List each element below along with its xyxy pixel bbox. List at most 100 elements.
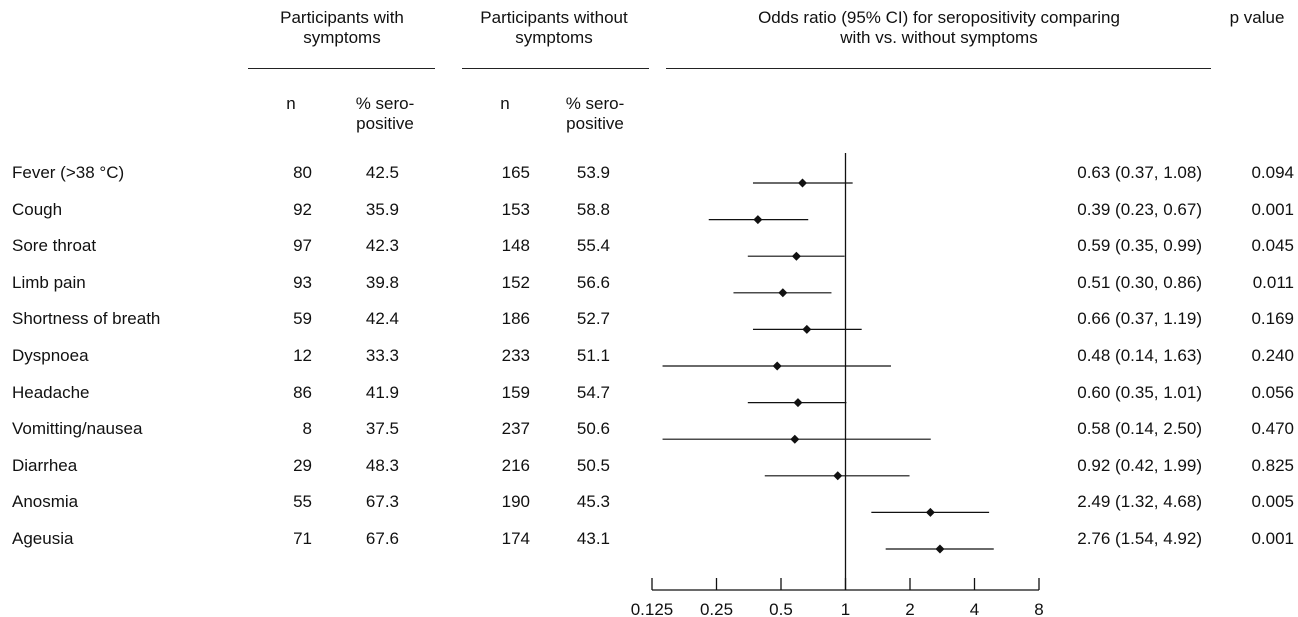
cell-pct-without: 51.1 [576, 346, 610, 365]
point-estimate [833, 471, 843, 481]
x-tick-label: 0.5 [769, 600, 793, 617]
x-tick-label: 4 [970, 600, 979, 617]
cell-n-with: 92 [293, 200, 312, 219]
cell-n-without: 159 [501, 383, 530, 402]
row-label: Diarrhea [12, 456, 78, 475]
x-tick-label: 2 [905, 600, 914, 617]
cell-pct-with: 67.6 [365, 529, 399, 548]
cell-p-value: 0.011 [1252, 273, 1294, 292]
point-estimate [793, 398, 803, 408]
cell-n-without: 190 [501, 492, 530, 511]
header-without-symptoms: Participants without symptoms [462, 8, 646, 48]
cell-odds-ratio-ci: 2.76 (1.54, 4.92) [1077, 529, 1202, 548]
row-label: Fever (>38 °C) [12, 163, 125, 182]
row-label: Sore throat [12, 236, 97, 255]
header-with-symptoms-line1: Participants with [280, 8, 404, 27]
cell-pct-with: 42.4 [365, 309, 399, 328]
row-label: Limb pain [12, 273, 86, 292]
point-estimate [753, 215, 763, 225]
row-label: Vomitting/nausea [12, 419, 143, 438]
cell-pct-without: 52.7 [576, 309, 610, 328]
x-tick-label: 1 [841, 600, 850, 617]
cell-n-without: 186 [501, 309, 530, 328]
cell-pct-with: 37.5 [365, 419, 399, 438]
cell-odds-ratio-ci: 0.63 (0.37, 1.08) [1077, 163, 1202, 182]
cell-p-value: 0.045 [1251, 236, 1294, 255]
header-with-symptoms-line2: symptoms [303, 28, 381, 47]
cell-pct-with: 33.3 [365, 346, 399, 365]
row-label: Anosmia [12, 492, 79, 511]
cell-pct-with: 35.9 [365, 200, 399, 219]
subheader-n-with: n [286, 94, 296, 113]
cell-pct-with: 42.5 [365, 163, 399, 182]
x-tick-label: 0.25 [700, 600, 733, 617]
cell-odds-ratio-ci: 2.49 (1.32, 4.68) [1077, 492, 1202, 511]
cell-n-with: 86 [293, 383, 312, 402]
subheader-n-without: n [500, 94, 510, 113]
cell-n-with: 97 [293, 236, 312, 255]
cell-p-value: 0.169 [1251, 309, 1294, 328]
cell-n-without: 152 [501, 273, 530, 292]
cell-n-with: 59 [293, 309, 312, 328]
cell-n-without: 174 [501, 529, 530, 548]
cell-p-value: 0.470 [1251, 419, 1294, 438]
cell-pct-with: 42.3 [365, 236, 399, 255]
cell-odds-ratio-ci: 0.66 (0.37, 1.19) [1077, 309, 1202, 328]
cell-pct-without: 54.7 [576, 383, 610, 402]
cell-n-without: 237 [501, 419, 530, 438]
header-without-symptoms-line2: symptoms [515, 28, 593, 47]
x-tick-label: 0.125 [631, 600, 674, 617]
header-p-value: p value [1229, 8, 1285, 27]
cell-pct-without: 45.3 [576, 492, 610, 511]
cell-n-with: 12 [293, 346, 312, 365]
cell-n-with: 29 [293, 456, 312, 475]
cell-pct-without: 56.6 [576, 273, 610, 292]
rule-without-symptoms [462, 68, 649, 69]
point-estimate [772, 361, 782, 371]
cell-p-value: 0.001 [1251, 529, 1294, 548]
cell-pct-with: 67.3 [365, 492, 399, 511]
point-estimate [935, 544, 945, 554]
cell-n-without: 165 [501, 163, 530, 182]
cell-pct-with: 39.8 [365, 273, 399, 292]
cell-odds-ratio-ci: 0.92 (0.42, 1.99) [1077, 456, 1202, 475]
row-label: Ageusia [12, 529, 74, 548]
cell-n-without: 148 [501, 236, 530, 255]
cell-odds-ratio-ci: 0.60 (0.35, 1.01) [1077, 383, 1202, 402]
point-estimate [790, 434, 800, 444]
header-odds-ratio-line2: with vs. without symptoms [840, 28, 1038, 47]
cell-p-value: 0.240 [1251, 346, 1294, 365]
cell-n-with: 93 [293, 273, 312, 292]
cell-n-with: 80 [293, 163, 312, 182]
rule-with-symptoms [248, 68, 435, 69]
header-odds-ratio: Odds ratio (95% CI) for seropositivity c… [666, 8, 1212, 48]
header-odds-ratio-line1: Odds ratio (95% CI) for seropositivity c… [758, 8, 1120, 27]
cell-odds-ratio-ci: 0.59 (0.35, 0.99) [1077, 236, 1202, 255]
row-label: Shortness of breath [12, 309, 161, 328]
cell-pct-with: 48.3 [365, 456, 399, 475]
subheader-pct-without: % sero- positive [550, 94, 640, 134]
header-with-symptoms: Participants with symptoms [250, 8, 434, 48]
cell-p-value: 0.005 [1251, 492, 1294, 511]
cell-pct-with: 41.9 [365, 383, 399, 402]
cell-p-value: 0.001 [1251, 200, 1294, 219]
cell-p-value: 0.056 [1251, 383, 1294, 402]
subheader-pct-without-line1: % sero- [565, 94, 625, 113]
point-estimate [925, 507, 935, 517]
subheader-pct-without-line2: positive [566, 114, 624, 133]
cell-n-with: 55 [293, 492, 312, 511]
cell-pct-without: 58.8 [576, 200, 610, 219]
cell-pct-without: 50.5 [576, 456, 610, 475]
cell-n-without: 153 [501, 200, 530, 219]
cell-pct-without: 53.9 [576, 163, 610, 182]
cell-p-value: 0.094 [1251, 163, 1294, 182]
subheader-pct-with-line1: % sero- [355, 94, 415, 113]
cell-p-value: 0.825 [1251, 456, 1294, 475]
subheader-pct-with: % sero- positive [340, 94, 430, 134]
cell-n-with: 8 [302, 419, 312, 438]
cell-n-without: 216 [501, 456, 530, 475]
cell-n-with: 71 [293, 529, 312, 548]
cell-odds-ratio-ci: 0.48 (0.14, 1.63) [1077, 346, 1202, 365]
point-estimate [791, 251, 801, 261]
